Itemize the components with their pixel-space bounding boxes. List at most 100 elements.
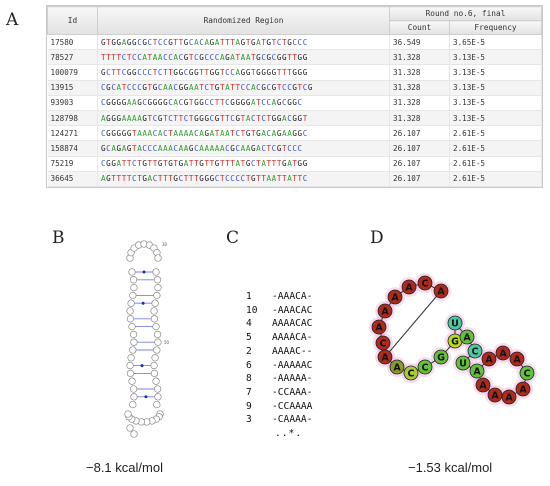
row-id: 78527: [47, 49, 98, 66]
nucleotide-circle: [475, 377, 491, 393]
nucleotide-circle: [128, 268, 136, 276]
nucleotide-circle: [387, 289, 403, 305]
nucleotide-circle: [377, 349, 393, 365]
alignment-index: 8: [246, 373, 252, 385]
panel-label-b: B: [52, 228, 65, 248]
alignment-row: 6 -AAAAAC: [246, 359, 312, 373]
nucleotide-circle: [126, 307, 134, 315]
table-row[interactable]: 100079 GCTTCGGCCCTCTTGGCGGTTGGTCCAGGTGGGG…: [47, 64, 542, 81]
row-frequency: 3.13E-5: [449, 64, 542, 81]
alignment-row: 8 -AAAAA-: [246, 372, 312, 386]
nucleotide-letter: A: [473, 367, 481, 378]
id-header[interactable]: Id: [47, 6, 98, 35]
row-frequency: 2.61E-5: [449, 125, 542, 142]
nucleotide-circle: [154, 283, 162, 292]
nucleotide-circle: [129, 400, 137, 409]
nucleotide-letter: A: [405, 283, 413, 294]
count-header[interactable]: Count: [389, 20, 450, 35]
nucleotide-circle: [153, 385, 162, 393]
alignment-sequence: -AAAAAC: [272, 359, 313, 371]
table-row[interactable]: 78527 TTTTCTCCATAACCACGTCGCCCAGATAATGCGCG…: [47, 49, 542, 66]
nucleotide-circle: [153, 330, 162, 339]
row-sequence: CGGGGAAGCGGGGCACGTGGCCTTCGGGGATCCAGCGGC: [97, 95, 390, 111]
alignment-sequence: -CAAAA-: [272, 414, 313, 426]
nucleotide-letter: C: [422, 279, 429, 290]
nucleotide-circle: [481, 351, 497, 367]
alignment-row: 9 -CCAAAA: [246, 400, 312, 414]
nucleotide-letter: A: [381, 307, 389, 318]
energy-label-d: −1.53 kcal/mol: [408, 460, 493, 475]
row-frequency: 2.61E-5: [449, 171, 542, 187]
row-frequency: 3.13E-5: [449, 49, 542, 66]
row-sequence: GCAGAGTACCCAAACAAGCAAAAACGCAAGACTCGTCCC: [97, 140, 390, 157]
nucleotide-letter: A: [463, 333, 471, 344]
row-id: 124271: [47, 125, 98, 142]
table-row[interactable]: 36645 AGTTTTCTGACTTTGCTTTGGGCTCCCCTGTTAAT…: [47, 171, 542, 187]
gu-pair-dot: [144, 395, 148, 399]
position-label: 50: [164, 340, 170, 345]
nucleotide-circle: [455, 355, 471, 371]
row-count: 26.107: [389, 140, 450, 157]
nucleotide-circle: [152, 268, 160, 276]
nucleotide-circle: [129, 346, 137, 354]
table-row[interactable]: 13915 CGCATCCCGTGCAACGGAATCTGTATTCCACGCGT…: [47, 80, 542, 96]
nucleotide-letter: U: [451, 319, 459, 330]
nucleotide-letter: A: [485, 355, 493, 366]
alignment-sequence: -CCAAA-: [272, 386, 313, 398]
nucleotide-letter: A: [381, 353, 389, 364]
alignment-consensus: ..*.: [275, 428, 303, 440]
nucleotide-circle: [417, 275, 433, 291]
nucleotide-circle: [487, 387, 503, 403]
frequency-header[interactable]: Frequency: [449, 20, 542, 35]
nucleotide-circle: [371, 319, 387, 335]
alignment-row: 1 -AAACA-: [246, 290, 312, 304]
nucleotide-circle: [515, 381, 531, 397]
row-id: 158874: [47, 140, 98, 157]
nucleotide-circle: [150, 361, 158, 370]
nucleotide-circle: [495, 345, 511, 361]
alignment-sequence: -CCAAAA: [272, 400, 313, 412]
nucleotide-letter: A: [391, 293, 399, 304]
nucleotide-circle: [129, 291, 137, 300]
table-row[interactable]: 124271 CGGGGGTAAACACTAAAACAGATAATCTGTGACA…: [47, 125, 542, 142]
nucleotide-circle: [467, 343, 483, 359]
table-row[interactable]: 128798 AGGGAAAAGTCGTCTTCTGGGCGTTCGTACTCTG…: [47, 110, 542, 127]
alignment-index: 2: [246, 345, 252, 357]
alignment-sequence: AAAACA-: [272, 332, 313, 344]
nucleotide-circle: [154, 338, 162, 346]
nucleotide-circle: [150, 307, 158, 315]
row-frequency: 2.61E-5: [449, 156, 542, 172]
nucleotide-letter: A: [479, 381, 487, 392]
nucleotide-circle: [129, 276, 138, 284]
row-count: 26.107: [389, 156, 450, 172]
alignment-sequence: -AAACAC: [272, 304, 313, 316]
nucleotide-circle: [153, 346, 161, 354]
sequence-table: Id Randomized Region Round no.6, final C…: [46, 5, 543, 188]
alignment-row: 4 AAAACAC: [246, 317, 312, 331]
alignment-row: 7 -CCAAA-: [246, 386, 312, 400]
row-count: 26.107: [389, 171, 450, 187]
nucleotide-letter: C: [472, 347, 479, 358]
row-count: 31.328: [389, 64, 450, 81]
table-row[interactable]: 17580 GTGGAGGCGCTCCGTTGCACAGATTTAGTGATGTC…: [47, 34, 542, 51]
gu-pair-dot: [140, 364, 144, 368]
region-header[interactable]: Randomized Region: [97, 6, 390, 35]
nucleotide-letter: A: [437, 287, 445, 298]
alignment-row: 10 -AAACAC: [246, 304, 312, 318]
nucleotide-circle: [417, 359, 433, 375]
row-frequency: 3.13E-5: [449, 80, 542, 96]
table-row[interactable]: 158874 GCAGAGTACCCAAACAAGCAAAAACGCAAGACTC…: [47, 140, 542, 157]
nucleotide-letter: C: [408, 369, 415, 380]
nucleotide-circle: [127, 299, 135, 307]
nucleotide-circle: [130, 283, 138, 292]
row-sequence: AGGGAAAAGTCGTCTTCTGGGCGTTCGTACTCTGGACGGT: [97, 110, 390, 127]
motif-alignment: 1 -AAACA- 10 -AAACAC 4 AAAACAC 5 AAAACA- 2 AAAAC-…: [246, 290, 312, 441]
nucleotide-letter: A: [513, 355, 521, 366]
row-sequence: AGTTTTCTGACTTTGCTTTGGGCTCCCCTGTTAATTATTC: [97, 171, 390, 187]
panel-label-c: C: [226, 228, 240, 248]
table-row[interactable]: 75219 CGGATTCTGTTGTGTGATTGTTGTTTATGCTATTT…: [47, 156, 542, 172]
nucleotide-circle: [126, 315, 135, 323]
table-row[interactable]: 93903 CGGGGAAGCGGGGCACGTGGCCTTCGGGGATCCAG…: [47, 95, 542, 111]
alignment-index: 3: [246, 414, 252, 426]
